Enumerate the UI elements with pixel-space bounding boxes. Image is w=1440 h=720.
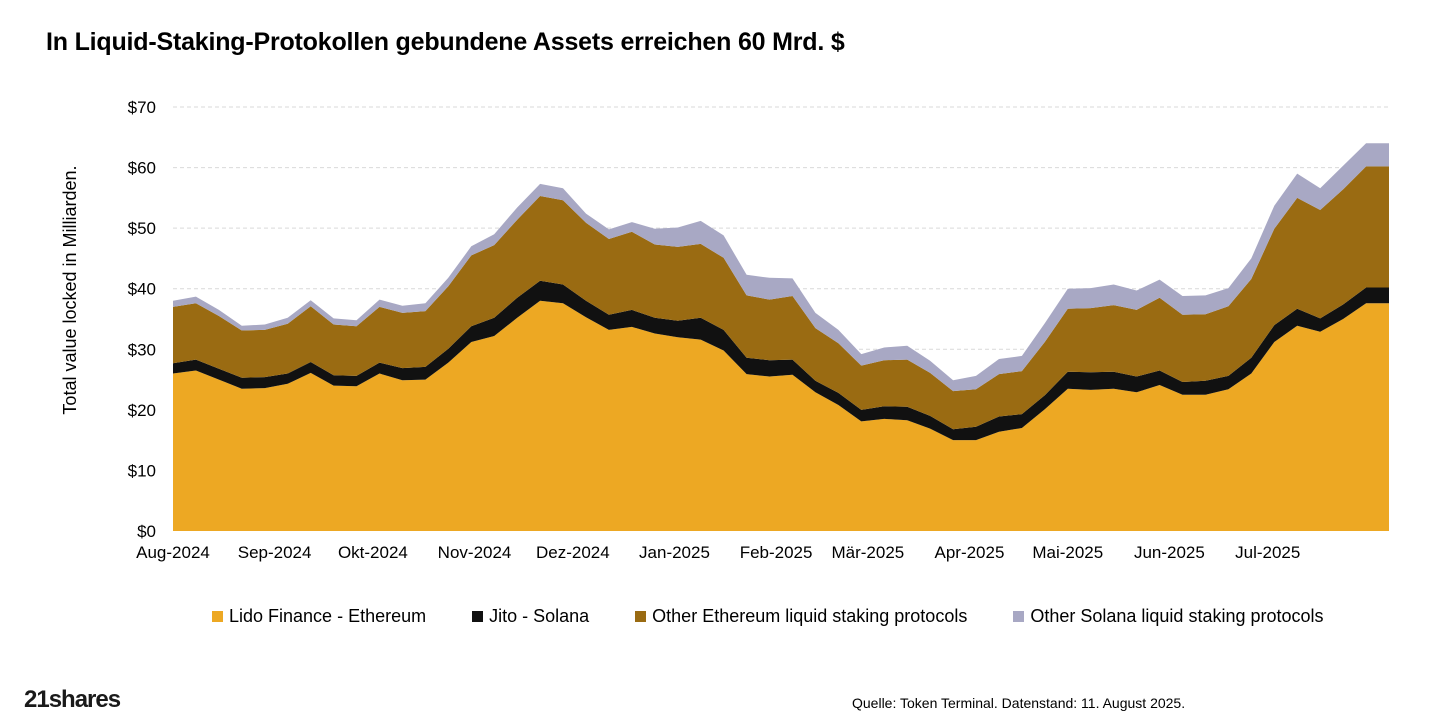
chart-title: In Liquid-Staking-Protokollen gebundene …: [46, 28, 845, 56]
legend-swatch: [635, 611, 647, 622]
area-lido: [173, 300, 1389, 531]
y-tick-label: $30: [128, 340, 156, 359]
y-tick-label: $50: [128, 219, 156, 238]
area-other_eth: [173, 166, 1389, 430]
y-tick-label: $20: [128, 401, 156, 420]
y-tick-label: $10: [128, 461, 156, 480]
legend-label: Lido Finance - Ethereum: [229, 606, 427, 626]
x-tick-label: Dez-2024: [536, 543, 610, 562]
y-axis-label: Total value locked in Milliarden.: [60, 165, 80, 414]
x-tick-label: Mai-2025: [1032, 543, 1103, 562]
x-tick-label: Aug-2024: [136, 543, 210, 562]
brand-logo: 21shares: [24, 686, 121, 713]
y-tick-label: $0: [137, 522, 156, 541]
x-tick-label: Jul-2025: [1235, 543, 1300, 562]
y-tick-label: $60: [128, 159, 156, 178]
x-tick-label: Jan-2025: [639, 543, 710, 562]
legend-item: Other Solana liquid staking protocols: [1013, 606, 1324, 627]
legend-item: Lido Finance - Ethereum: [212, 606, 426, 627]
x-tick-label: Okt-2024: [338, 543, 408, 562]
legend-item: Jito - Solana: [472, 606, 589, 627]
x-tick-label: Jun-2025: [1134, 543, 1205, 562]
legend-label: Other Solana liquid staking protocols: [1030, 606, 1324, 626]
legend-swatch: [1013, 611, 1025, 622]
legend: Lido Finance - Ethereum Jito - Solana Othe…: [212, 606, 1370, 627]
area-jito: [173, 280, 1389, 441]
legend-item: Other Ethereum liquid staking protocols: [635, 606, 967, 627]
legend-swatch: [212, 611, 223, 622]
area-series: [173, 143, 1389, 531]
x-tick-label: Feb-2025: [740, 543, 813, 562]
source-note: Quelle: Token Terminal. Datenstand: 11. …: [852, 695, 1186, 711]
y-tick-label: $70: [128, 98, 156, 117]
legend-swatch: [472, 611, 484, 622]
axes: $0 $10 $20 $30 $40 $50 $60 $70 Aug-2024 Sep-2024 O…: [128, 98, 1301, 562]
x-tick-label: Sep-2024: [238, 543, 312, 562]
legend-label: Other Ethereum liquid staking protocols: [652, 606, 968, 626]
x-tick-label: Nov-2024: [438, 543, 512, 562]
y-tick-label: $40: [128, 280, 156, 299]
x-tick-label: Mär-2025: [831, 543, 904, 562]
legend-label: Jito - Solana: [489, 606, 590, 626]
x-tick-label: Apr-2025: [934, 543, 1004, 562]
